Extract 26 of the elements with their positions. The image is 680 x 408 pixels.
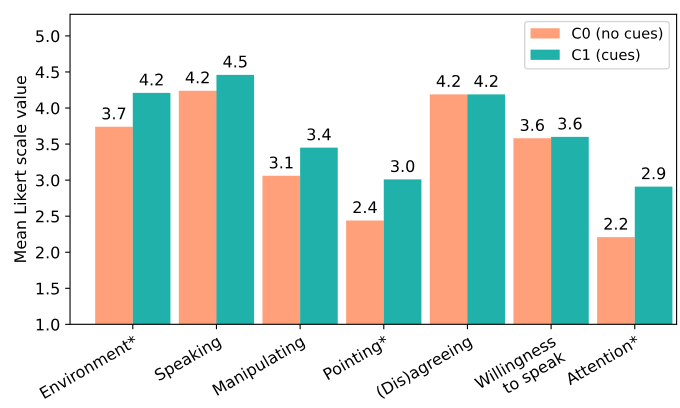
y-axis-title: Mean Likert scale value <box>14 76 26 262</box>
data-label: 2.9 <box>642 167 666 180</box>
text: 5.0 <box>36 30 60 42</box>
data-label: 3.0 <box>391 160 414 172</box>
text: 1.0 <box>36 318 60 331</box>
text: 1.5 <box>36 282 59 295</box>
data-label: 4.5 <box>223 56 247 68</box>
data-label: 3.7 <box>102 107 126 120</box>
text: 2.0 <box>36 246 60 259</box>
data-label: 2.2 <box>604 218 628 230</box>
data-label: 4.2 <box>474 74 498 87</box>
data-label: 4.2 <box>436 74 460 87</box>
text: 3.0 <box>36 174 60 186</box>
text: 2.5 <box>36 210 59 222</box>
data-label: 3.6 <box>520 118 544 132</box>
data-label: 4.2 <box>140 74 163 86</box>
text: 4.0 <box>36 102 60 114</box>
data-label: 2.4 <box>353 201 377 214</box>
data-label: 4.2 <box>186 71 209 84</box>
data-label: 3.1 <box>270 156 293 169</box>
text: 3.5 <box>36 138 59 150</box>
data-label: 3.6 <box>558 118 582 130</box>
legend-label: C0 (no cues) <box>572 27 662 40</box>
data-label: 3.4 <box>307 128 331 140</box>
text: 4.5 <box>36 66 59 78</box>
legend-label: C1 (cues) <box>572 48 640 62</box>
